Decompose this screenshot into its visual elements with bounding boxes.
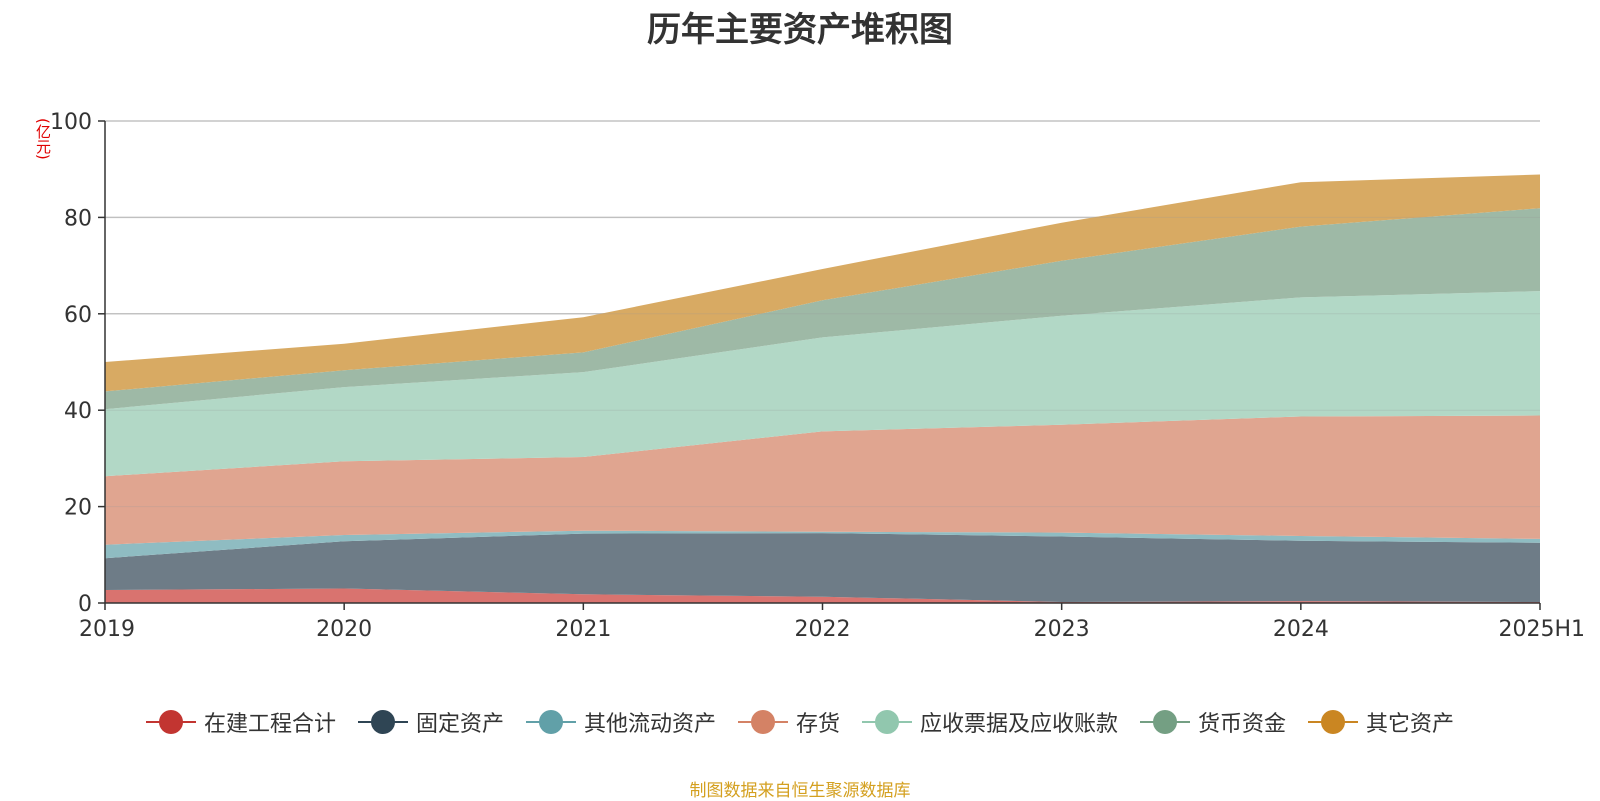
x-tick-label-2025H1: 2025H1	[1498, 617, 1585, 642]
legend-marker-icon	[145, 709, 196, 735]
legend-item-5[interactable]: 货币资金	[1140, 706, 1286, 738]
legend-label: 固定资产	[415, 712, 504, 737]
legend-item-1[interactable]: 固定资产	[357, 706, 504, 738]
legend-label: 其他流动资产	[583, 712, 716, 737]
legend-marker-icon	[862, 709, 912, 735]
x-tick-label-2019: 2019	[79, 617, 135, 642]
legend-item-6[interactable]: 其它资产	[1308, 706, 1454, 738]
chart-title: 历年主要资产堆积图	[647, 10, 953, 50]
y-tick-label-40: 40	[64, 399, 92, 424]
area-series-4	[105, 291, 1540, 477]
x-tick-label-2021: 2021	[555, 617, 611, 642]
x-tick-label-2020: 2020	[316, 617, 372, 642]
area-series	[105, 120, 1540, 603]
area-series-3	[105, 415, 1540, 545]
legend-marker-icon	[1140, 709, 1191, 735]
legend-item-2[interactable]: 其他流动资产	[525, 706, 716, 738]
area-series-1	[105, 533, 1540, 602]
legend-label: 应收票据及应收账款	[920, 712, 1119, 737]
legend-label: 存货	[795, 712, 840, 737]
x-tick-label-2022: 2022	[795, 617, 851, 642]
area-series-2	[105, 530, 1540, 559]
area-series-6	[105, 174, 1540, 392]
y-tick-label-100: 100	[50, 110, 92, 135]
x-tick-label-2023: 2023	[1034, 617, 1090, 642]
legend-marker-icon	[357, 709, 408, 735]
legend-marker-icon	[737, 709, 788, 735]
legend-label: 其它资产	[1366, 712, 1455, 737]
area-series-0	[105, 588, 1540, 603]
y-tick-label-0: 0	[78, 592, 92, 617]
legend-marker-icon	[1308, 709, 1359, 735]
legend-item-0[interactable]: 在建工程合计	[145, 706, 336, 738]
legend-marker-icon	[525, 709, 576, 735]
axes: 0 20 40 60 80 100 2019 2020 2021 2022 2023 2024 2025…	[50, 110, 1585, 642]
legend: 在建工程合计 固定资产 其他流动资产 存货 应收票据及应收账款 货币资金 其它资产	[0, 706, 1600, 738]
legend-label: 货币资金	[1198, 712, 1287, 737]
x-tick-label-2024: 2024	[1273, 617, 1329, 642]
legend-item-3[interactable]: 存货	[737, 706, 840, 738]
legend-label: 在建工程合计	[203, 712, 336, 737]
y-tick-label-80: 80	[64, 206, 92, 231]
y-tick-label-20: 20	[64, 496, 92, 521]
legend-item-4[interactable]: 应收票据及应收账款	[862, 706, 1118, 738]
area-series-5	[105, 208, 1540, 410]
y-tick-label-60: 60	[64, 303, 92, 328]
y-axis-unit: (亿元)	[34, 118, 52, 160]
source-note: 制图数据来自恒生聚源数据库	[689, 781, 911, 801]
